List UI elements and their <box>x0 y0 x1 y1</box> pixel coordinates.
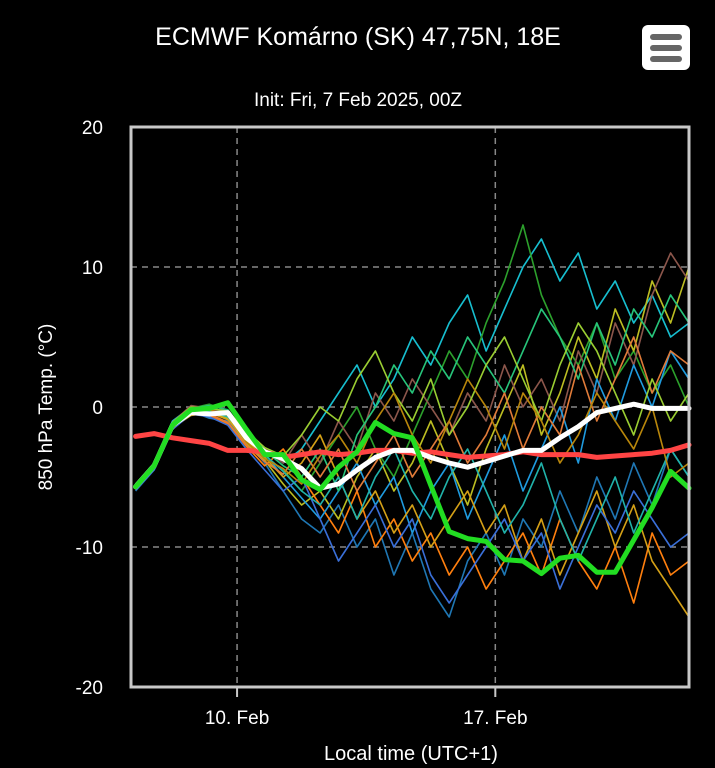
x-axis-ticks: 10. Feb 17. Feb <box>205 687 528 729</box>
y-axis-label: 850 hPa Temp. (°C) <box>36 324 57 491</box>
y-axis-ticks: 20 10 0 -10 -20 <box>76 118 103 699</box>
ensemble-member-line <box>134 411 690 618</box>
highlight-series-line <box>133 400 692 577</box>
grid <box>131 127 689 687</box>
ensemble-member-line <box>135 408 690 562</box>
ensemble-member-line <box>135 378 690 488</box>
chart-title: ECMWF Komárno (SK) 47,75N, 18E <box>155 23 561 51</box>
ensemble-member-line <box>134 336 690 492</box>
y-tick-label: -10 <box>76 538 103 559</box>
x-tick-label: 17. Feb <box>463 708 527 729</box>
y-tick-label: -20 <box>76 678 103 699</box>
hamburger-menu-icon <box>650 34 682 62</box>
x-tick-label: 10. Feb <box>205 708 269 729</box>
highlight-series-line <box>133 431 692 460</box>
ensemble-member-line <box>135 413 690 604</box>
menu-button[interactable] <box>642 25 690 70</box>
ensemble-member-line <box>134 294 690 492</box>
x-axis-label: Local time (UTC+1) <box>324 743 498 765</box>
plot-area <box>133 224 692 618</box>
y-tick-label: 10 <box>82 258 103 279</box>
y-tick-label: 20 <box>82 118 103 139</box>
y-tick-label: 0 <box>92 398 103 419</box>
plot-frame <box>129 125 691 689</box>
chart-subtitle: Init: Fri, 7 Feb 2025, 00Z <box>254 90 462 111</box>
highlight-series-line <box>133 401 692 491</box>
ensemble-member-line <box>134 411 690 604</box>
